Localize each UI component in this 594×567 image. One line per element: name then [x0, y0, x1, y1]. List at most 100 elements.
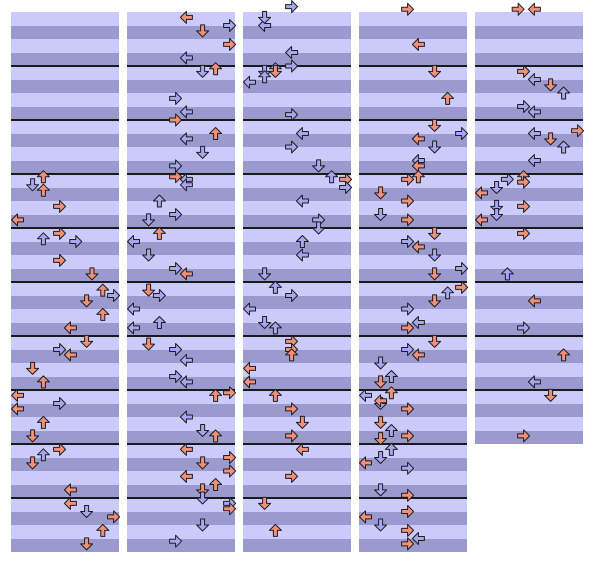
beat-row: [127, 66, 235, 80]
beat-row: [243, 52, 351, 66]
beat-row: [127, 363, 235, 377]
measure-line: [11, 65, 119, 67]
beat-row: [127, 268, 235, 282]
beat-row: [243, 228, 351, 242]
beat-row: [243, 403, 351, 417]
beat-row: [127, 484, 235, 498]
beat-row: [475, 25, 583, 39]
beat-row: [359, 430, 467, 444]
beat-row: [475, 174, 583, 188]
beat-row: [11, 214, 119, 228]
beat-row: [127, 430, 235, 444]
beat-row: [127, 160, 235, 174]
beat-row: [359, 147, 467, 161]
beat-row: [127, 39, 235, 53]
beat-row: [359, 282, 467, 296]
beat-row: [243, 201, 351, 215]
beat-row: [243, 538, 351, 552]
beat-row: [11, 349, 119, 363]
beat-row: [127, 201, 235, 215]
beat-row: [127, 241, 235, 255]
beat-row: [11, 228, 119, 242]
beat-row: [11, 444, 119, 458]
chart-column-4: [359, 12, 467, 552]
beat-row: [11, 511, 119, 525]
measure-line: [127, 227, 235, 229]
beat-row: [475, 403, 583, 417]
measure-line: [475, 173, 583, 175]
beat-row: [475, 93, 583, 107]
beat-row: [11, 403, 119, 417]
beat-row: [11, 255, 119, 269]
beat-row: [127, 511, 235, 525]
beat-row: [11, 376, 119, 390]
beat-row: [11, 66, 119, 80]
measure-line: [359, 497, 467, 499]
beat-row: [243, 390, 351, 404]
measure-line: [359, 389, 467, 391]
measure-line: [243, 227, 351, 229]
beat-row: [11, 147, 119, 161]
measure-line: [127, 497, 235, 499]
beat-row: [243, 511, 351, 525]
beat-row: [475, 39, 583, 53]
beat-row: [11, 120, 119, 134]
measure-line: [127, 443, 235, 445]
measure-line: [359, 227, 467, 229]
beat-row: [243, 106, 351, 120]
measure-line: [359, 119, 467, 121]
beat-row: [11, 39, 119, 53]
chart-column-1: [11, 12, 119, 552]
beat-row: [243, 498, 351, 512]
measure-line: [475, 65, 583, 67]
beat-row: [243, 214, 351, 228]
chart-column-2: [127, 12, 235, 552]
beat-row: [475, 295, 583, 309]
beat-row: [127, 174, 235, 188]
beat-row: [127, 106, 235, 120]
beat-row: [475, 282, 583, 296]
beat-row: [243, 322, 351, 336]
beat-row: [475, 201, 583, 215]
beat-row: [11, 25, 119, 39]
measure-line: [243, 65, 351, 67]
measure-line: [127, 119, 235, 121]
beat-row: [127, 525, 235, 539]
measure-line: [11, 497, 119, 499]
beat-row: [127, 282, 235, 296]
beat-row: [359, 106, 467, 120]
beat-row: [243, 66, 351, 80]
beat-row: [11, 52, 119, 66]
beat-row: [475, 52, 583, 66]
measure-line: [359, 335, 467, 337]
beat-row: [359, 160, 467, 174]
beat-row: [359, 228, 467, 242]
beat-row: [11, 93, 119, 107]
beat-row: [127, 52, 235, 66]
beat-row: [359, 336, 467, 350]
beat-row: [243, 174, 351, 188]
beat-row: [475, 322, 583, 336]
beat-row: [127, 93, 235, 107]
beat-row: [127, 120, 235, 134]
beat-row: [359, 52, 467, 66]
beat-row: [359, 255, 467, 269]
beat-row: [359, 538, 467, 552]
measure-line: [475, 227, 583, 229]
beat-row: [243, 417, 351, 431]
beat-row: [359, 309, 467, 323]
beat-row: [359, 241, 467, 255]
beat-row: [11, 201, 119, 215]
beat-row: [359, 376, 467, 390]
beat-row: [11, 268, 119, 282]
beat-row: [475, 363, 583, 377]
beat-row: [11, 430, 119, 444]
measure-line: [359, 281, 467, 283]
measure-line: [475, 389, 583, 391]
beat-row: [475, 268, 583, 282]
beat-row: [11, 174, 119, 188]
beat-row: [243, 241, 351, 255]
measure-line: [475, 335, 583, 337]
beat-row: [359, 484, 467, 498]
beat-row: [127, 25, 235, 39]
